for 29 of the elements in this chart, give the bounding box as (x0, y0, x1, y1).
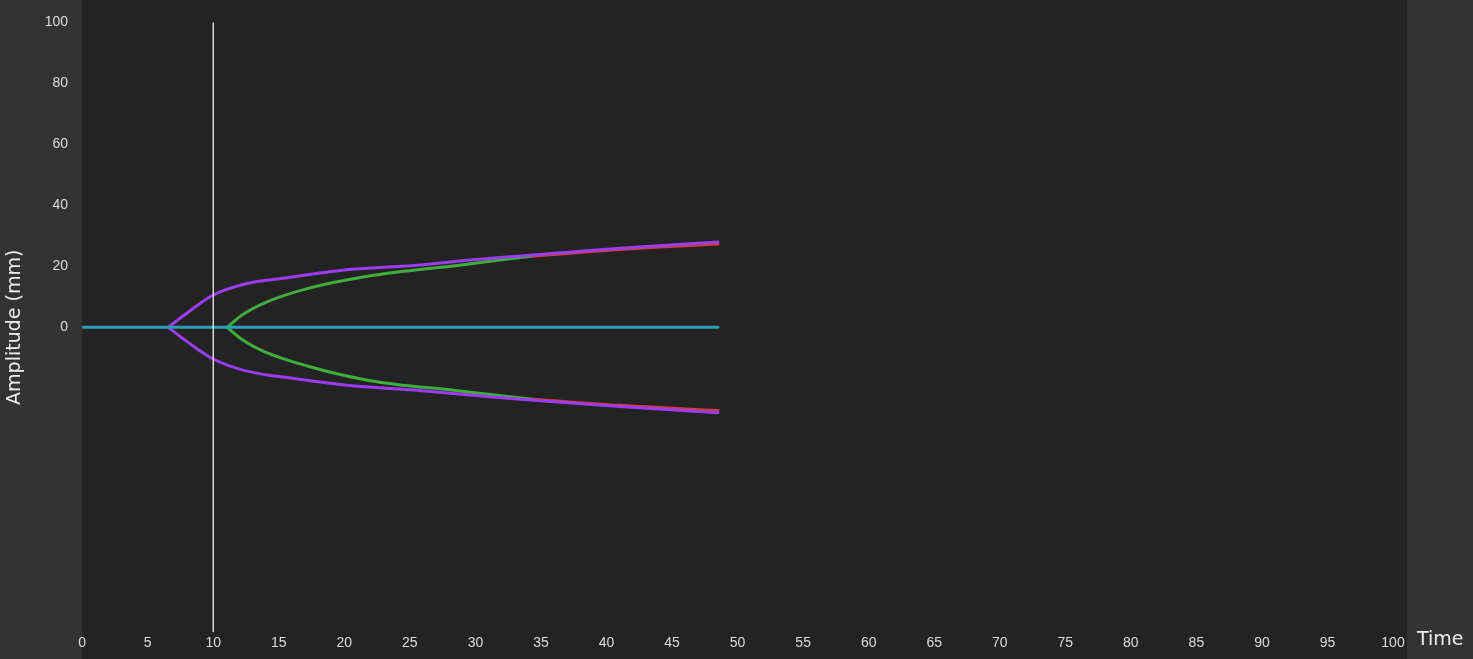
x-tick-label: 40 (598, 634, 615, 651)
x-tick-label: 100 (1381, 634, 1405, 651)
x-tick-label: 65 (926, 634, 943, 651)
x-tick-label: 0 (78, 634, 87, 651)
x-axis-title: Time (1416, 626, 1464, 649)
y-tick-label: 20 (52, 257, 69, 274)
y-tick-label: 40 (52, 196, 69, 213)
x-tick-label: 35 (533, 634, 549, 651)
x-tick-label: 15 (271, 634, 287, 651)
x-tick-label: 30 (467, 634, 484, 651)
y-tick-label: 80 (52, 74, 69, 91)
x-tick-label: 10 (205, 634, 222, 651)
x-tick-label: 75 (1057, 634, 1074, 651)
x-tick-label: 5 (143, 634, 152, 651)
y-axis-title: Amplitude (mm) (2, 249, 25, 405)
x-tick-label: 20 (336, 634, 353, 651)
x-tick-label: 80 (1123, 634, 1139, 651)
y-tick-label: 60 (52, 135, 69, 152)
x-tick-label: 45 (664, 634, 681, 651)
x-tick-label: 90 (1254, 634, 1270, 651)
x-tick-label: 50 (729, 634, 746, 651)
y-tick-label: 100 (44, 13, 69, 30)
x-tick-label: 85 (1188, 634, 1205, 651)
x-tick-label: 60 (860, 634, 877, 651)
x-tick-label: 95 (1319, 634, 1336, 651)
x-tick-label: 70 (991, 634, 1008, 651)
y-tick-label: 0 (60, 318, 69, 335)
x-tick-label: 55 (795, 634, 812, 651)
x-tick-label: 25 (402, 634, 418, 651)
